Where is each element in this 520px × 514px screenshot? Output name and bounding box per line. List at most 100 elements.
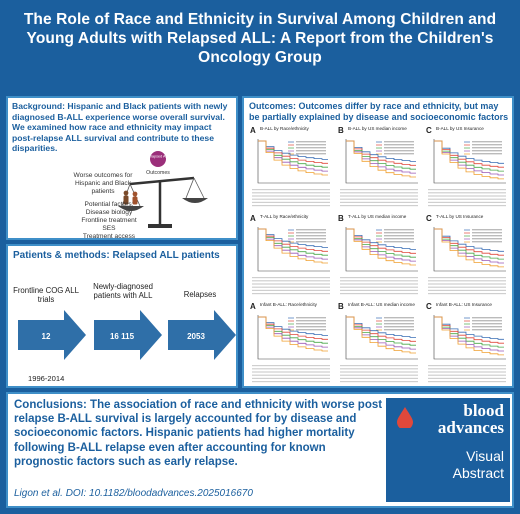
km-plot: B T-ALL by US median income	[338, 214, 422, 298]
km-curve	[346, 228, 416, 258]
km-curve	[258, 228, 328, 248]
km-plot: A Infant B-ALL: Race/ethnicity	[250, 302, 334, 386]
citation: Ligon et al. DOI: 10.1182/bloodadvances.…	[14, 488, 253, 499]
km-at-risk-row	[340, 280, 418, 282]
arrow-shape	[168, 310, 236, 360]
km-legend-text	[472, 153, 502, 155]
km-legend-text	[384, 229, 414, 231]
km-legend-text	[296, 232, 326, 234]
km-at-risk-row	[252, 283, 330, 285]
km-curves	[428, 139, 506, 207]
km-at-risk-row	[340, 201, 418, 203]
km-at-risk-row	[340, 198, 418, 200]
km-legend-text	[472, 317, 502, 319]
km-curve	[258, 316, 328, 340]
km-plot-letter: A	[250, 214, 256, 223]
km-legend-text	[384, 153, 414, 155]
km-curve	[346, 140, 416, 174]
km-at-risk-row	[428, 289, 506, 291]
arrow-trials: 12	[18, 310, 88, 360]
km-legend-text	[296, 144, 326, 146]
km-legend-text	[472, 326, 502, 328]
km-legend-text	[472, 238, 502, 240]
km-plot-letter: A	[250, 126, 256, 135]
step-label-trials: Frontline COG ALL trials	[13, 286, 79, 305]
km-curves	[252, 139, 330, 207]
km-legend-text	[384, 326, 414, 328]
km-plot: A B-ALL by Race/ethnicity	[250, 126, 334, 210]
km-legend-text	[472, 144, 502, 146]
km-plot: C B-ALL by US Insurance	[426, 126, 510, 210]
km-at-risk-row	[428, 365, 506, 367]
km-legend-text	[384, 150, 414, 152]
km-at-risk-row	[340, 189, 418, 191]
km-legend-text	[296, 323, 326, 325]
km-curve	[258, 228, 328, 252]
km-plot-letter: A	[250, 302, 256, 311]
factor-item: Disease biology	[85, 209, 133, 216]
step-value-trials: 12	[41, 332, 51, 341]
km-curves	[340, 139, 418, 207]
km-curve	[346, 228, 416, 250]
km-curves	[340, 227, 418, 295]
km-plot-caption: B-ALL by US median income	[348, 126, 407, 131]
km-curve	[434, 228, 504, 260]
km-legend-text	[472, 329, 502, 331]
km-curve	[434, 316, 504, 356]
km-at-risk-row	[252, 368, 330, 370]
km-curve	[258, 316, 328, 344]
km-at-risk-row	[252, 365, 330, 367]
km-curve	[258, 228, 328, 260]
km-legend-text	[296, 329, 326, 331]
km-at-risk-row	[340, 277, 418, 279]
km-curves	[252, 315, 330, 383]
km-plot-letter: B	[338, 302, 344, 311]
km-curve	[258, 316, 328, 352]
km-plot-caption: T-ALL by US median income	[348, 214, 407, 219]
km-plot-letter: C	[426, 302, 432, 311]
km-curve	[258, 140, 328, 168]
km-legend-text	[384, 320, 414, 322]
arrow-relapses: 2053	[168, 310, 238, 360]
km-axes	[345, 227, 418, 272]
km-curve	[258, 140, 328, 160]
km-legend-text	[472, 141, 502, 143]
km-curve	[434, 316, 504, 348]
km-curve	[346, 316, 416, 354]
km-curve	[434, 316, 504, 340]
km-axes	[345, 315, 418, 360]
background-heading: Background:	[12, 101, 65, 111]
km-legend-text	[384, 323, 414, 325]
patients-methods-title: Patients & methods: Relapsed ALL patient…	[13, 250, 220, 261]
km-at-risk-row	[428, 377, 506, 379]
outcomes-text: Outcomes differ by race and ethnicity, b…	[249, 101, 509, 122]
km-at-risk-row	[340, 205, 418, 207]
km-legend-text	[384, 317, 414, 319]
km-legend-text	[296, 153, 326, 155]
km-curve	[346, 228, 416, 262]
km-legend-text	[472, 150, 502, 152]
km-plot-caption: T-ALL by US Insurance	[436, 214, 484, 219]
km-legend-text	[472, 241, 502, 243]
km-at-risk-row	[428, 198, 506, 200]
km-curve	[346, 228, 416, 254]
km-curve	[346, 316, 416, 342]
km-at-risk-row	[252, 280, 330, 282]
km-curve	[346, 316, 416, 338]
step-value-patients: 16 115	[109, 332, 135, 341]
worse-outcomes-text: Worse outcomes for Hispanic and Black pa…	[73, 172, 133, 195]
km-curve	[434, 316, 504, 352]
km-at-risk-row	[340, 283, 418, 285]
km-plot-caption: Infant B-ALL: US median income	[348, 302, 415, 307]
journal-logo: blood advances Visual Abstract	[386, 398, 510, 502]
km-at-risk-row	[428, 205, 506, 207]
km-at-risk-row	[340, 286, 418, 288]
km-legend-text	[472, 320, 502, 322]
km-curve	[434, 228, 504, 264]
km-at-risk-row	[340, 195, 418, 197]
km-legend-text	[472, 147, 502, 149]
km-curve	[346, 140, 416, 166]
km-legend-text	[296, 241, 326, 243]
logo-line-3: Visual	[466, 448, 504, 464]
km-curve	[346, 140, 416, 170]
